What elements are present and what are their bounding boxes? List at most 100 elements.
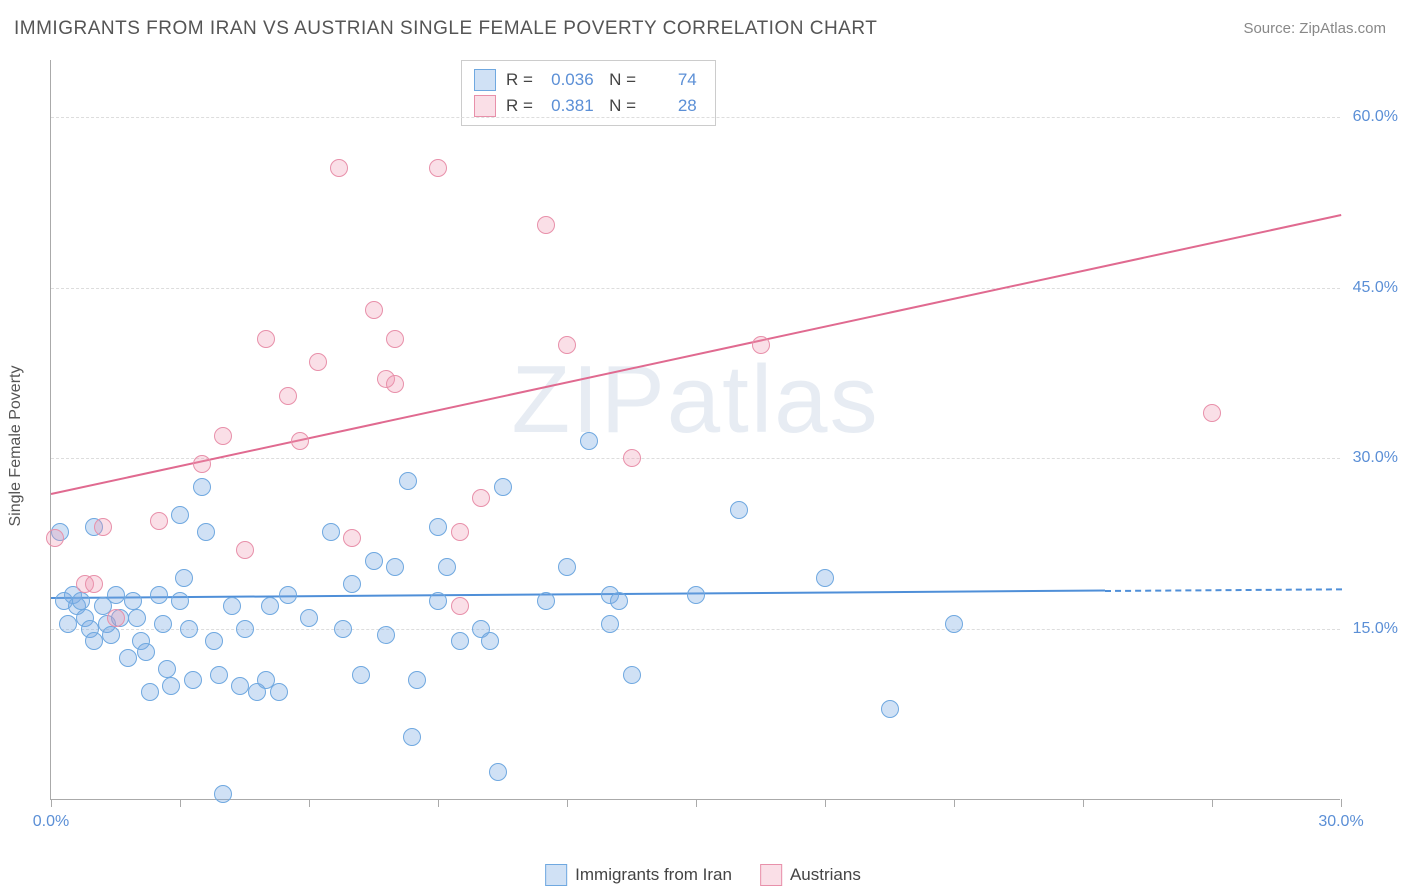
- data-point-iran: [408, 671, 426, 689]
- data-point-austrians: [623, 449, 641, 467]
- data-point-iran: [236, 620, 254, 638]
- x-tick: [696, 799, 697, 807]
- data-point-iran: [537, 592, 555, 610]
- legend-item-iran: Immigrants from Iran: [545, 864, 732, 886]
- data-point-iran: [85, 632, 103, 650]
- x-tick-label: 30.0%: [1318, 813, 1363, 831]
- data-point-iran: [158, 660, 176, 678]
- data-point-iran: [137, 643, 155, 661]
- trend-line-iran: [51, 590, 1105, 599]
- correlation-chart: IMMIGRANTS FROM IRAN VS AUSTRIAN SINGLE …: [0, 0, 1406, 892]
- data-point-iran: [403, 728, 421, 746]
- y-tick-label: 15.0%: [1353, 620, 1398, 638]
- data-point-iran: [193, 478, 211, 496]
- data-point-iran: [399, 472, 417, 490]
- data-point-iran: [150, 586, 168, 604]
- x-tick: [1341, 799, 1342, 807]
- data-point-iran: [494, 478, 512, 496]
- x-tick: [51, 799, 52, 807]
- data-point-iran: [489, 763, 507, 781]
- legend-item-austrians: Austrians: [760, 864, 861, 886]
- data-point-austrians: [94, 518, 112, 536]
- chart-title: IMMIGRANTS FROM IRAN VS AUSTRIAN SINGLE …: [14, 18, 877, 40]
- y-axis-label: Single Female Poverty: [7, 366, 25, 527]
- data-point-austrians: [558, 336, 576, 354]
- data-point-austrians: [1203, 404, 1221, 422]
- data-point-iran: [377, 626, 395, 644]
- data-point-iran: [162, 677, 180, 695]
- data-point-iran: [730, 501, 748, 519]
- data-point-iran: [580, 432, 598, 450]
- data-point-iran: [180, 620, 198, 638]
- legend-stat-row-austrians: R = 0.381 N = 28: [474, 93, 703, 119]
- data-point-austrians: [279, 387, 297, 405]
- legend-stat-row-iran: R = 0.036 N = 74: [474, 67, 703, 93]
- data-point-iran: [334, 620, 352, 638]
- data-point-austrians: [257, 330, 275, 348]
- legend-label: Austrians: [790, 865, 861, 885]
- x-tick: [309, 799, 310, 807]
- legend-label: Immigrants from Iran: [575, 865, 732, 885]
- data-point-iran: [223, 597, 241, 615]
- legend-series: Immigrants from Iran Austrians: [545, 864, 861, 886]
- data-point-austrians: [193, 455, 211, 473]
- trend-line-austrians: [51, 214, 1341, 495]
- data-point-austrians: [343, 529, 361, 547]
- legend-swatch-austrians: [760, 864, 782, 886]
- data-point-iran: [429, 592, 447, 610]
- data-point-iran: [205, 632, 223, 650]
- data-point-iran: [141, 683, 159, 701]
- data-point-iran: [300, 609, 318, 627]
- data-point-austrians: [330, 159, 348, 177]
- x-tick: [567, 799, 568, 807]
- data-point-iran: [386, 558, 404, 576]
- data-point-austrians: [214, 427, 232, 445]
- x-tick: [180, 799, 181, 807]
- x-tick: [1212, 799, 1213, 807]
- data-point-iran: [429, 518, 447, 536]
- data-point-iran: [451, 632, 469, 650]
- y-tick-label: 30.0%: [1353, 449, 1398, 467]
- data-point-austrians: [150, 512, 168, 530]
- data-point-austrians: [107, 609, 125, 627]
- data-point-austrians: [291, 432, 309, 450]
- data-point-iran: [322, 523, 340, 541]
- data-point-iran: [365, 552, 383, 570]
- data-point-iran: [154, 615, 172, 633]
- data-point-iran: [175, 569, 193, 587]
- data-point-austrians: [451, 597, 469, 615]
- data-point-iran: [279, 586, 297, 604]
- data-point-iran: [623, 666, 641, 684]
- y-tick-label: 60.0%: [1353, 108, 1398, 126]
- data-point-austrians: [386, 330, 404, 348]
- data-point-iran: [72, 592, 90, 610]
- legend-swatch-iran: [474, 69, 496, 91]
- data-point-austrians: [365, 301, 383, 319]
- data-point-iran: [231, 677, 249, 695]
- data-point-austrians: [309, 353, 327, 371]
- x-tick: [438, 799, 439, 807]
- plot-area: ZIPatlas R = 0.036 N = 74 R = 0.381 N = 2…: [50, 60, 1340, 800]
- data-point-iran: [601, 615, 619, 633]
- data-point-iran: [438, 558, 456, 576]
- x-tick: [954, 799, 955, 807]
- data-point-iran: [210, 666, 228, 684]
- data-point-austrians: [472, 489, 490, 507]
- data-point-iran: [107, 586, 125, 604]
- data-point-iran: [610, 592, 628, 610]
- grid-line: [51, 458, 1340, 459]
- data-point-iran: [128, 609, 146, 627]
- legend-stat-text: R = 0.036 N = 74: [506, 70, 703, 90]
- x-tick-label: 0.0%: [33, 813, 69, 831]
- data-point-iran: [102, 626, 120, 644]
- legend-swatch-austrians: [474, 95, 496, 117]
- data-point-austrians: [429, 159, 447, 177]
- data-point-iran: [214, 785, 232, 803]
- grid-line: [51, 117, 1340, 118]
- legend-swatch-iran: [545, 864, 567, 886]
- data-point-iran: [343, 575, 361, 593]
- watermark: ZIPatlas: [511, 345, 879, 455]
- data-point-austrians: [537, 216, 555, 234]
- data-point-iran: [171, 592, 189, 610]
- data-point-iran: [945, 615, 963, 633]
